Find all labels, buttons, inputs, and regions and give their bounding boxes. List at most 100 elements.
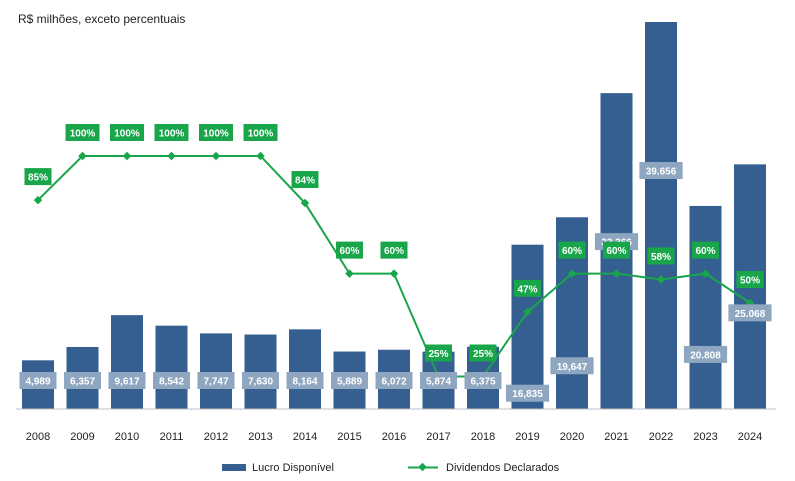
bar-label-2022: 39.656 bbox=[646, 167, 677, 178]
bar-2011 bbox=[155, 325, 188, 409]
bar-2010 bbox=[111, 315, 143, 409]
bar-label-2020: 19,647 bbox=[557, 362, 588, 373]
pct-label-box-2019 bbox=[514, 279, 541, 297]
bar-label-box-2013 bbox=[242, 372, 279, 389]
pct-label-box-2014 bbox=[291, 171, 319, 189]
legend-swatch-marker bbox=[418, 462, 427, 472]
pct-label-2016: 60% bbox=[384, 246, 404, 257]
percent-labels: 85% 100% 100% 100% 100% 100% 84% 60% 60% 25% 25% 47… bbox=[24, 124, 764, 362]
legend-label-bar: Lucro Disponível bbox=[252, 462, 334, 474]
pct-label-box-2015 bbox=[336, 241, 363, 259]
bar-label-2011: 8,542 bbox=[159, 377, 184, 388]
pct-label-2012: 100% bbox=[203, 129, 229, 140]
bar-label-box-2024 bbox=[728, 304, 772, 322]
dividend-marker-2020 bbox=[567, 269, 577, 278]
bar-label-box-2012 bbox=[197, 372, 235, 389]
dividend-marker-2015 bbox=[345, 269, 354, 278]
x-tick-2019: 2019 bbox=[515, 431, 539, 443]
x-tick-2023: 2023 bbox=[693, 431, 717, 443]
pct-label-2022: 58% bbox=[651, 252, 671, 263]
pct-label-box-2012 bbox=[199, 124, 233, 141]
x-tick-2022: 2022 bbox=[649, 431, 673, 443]
bar-label-box-2015 bbox=[331, 372, 368, 389]
dividend-marker-2013 bbox=[256, 151, 265, 161]
legend: Lucro Disponível Dividendos Declarados bbox=[222, 462, 560, 474]
pct-label-2014: 84% bbox=[295, 176, 315, 187]
x-axis-ticks: 2008 2009 2010 2011 2012 2013 2014 2015 2016 2017… bbox=[26, 431, 762, 443]
pct-label-box-2020 bbox=[558, 241, 586, 259]
legend-label-line: Dividendos Declarados bbox=[446, 462, 560, 474]
dividend-line bbox=[37, 155, 751, 378]
x-tick-2016: 2016 bbox=[382, 431, 406, 443]
bar-label-box-2010 bbox=[108, 372, 146, 389]
bar-2014 bbox=[289, 329, 321, 409]
bar-label-2017: 5,874 bbox=[426, 377, 451, 388]
bar-label-box-2017 bbox=[420, 372, 457, 389]
bar-2012 bbox=[200, 333, 232, 409]
x-tick-2015: 2015 bbox=[337, 431, 361, 443]
pct-label-2019: 47% bbox=[517, 284, 537, 295]
bar-label-2024: 25.068 bbox=[735, 309, 766, 320]
pct-label-2008: 85% bbox=[28, 173, 48, 184]
chart-subtitle: R$ milhões, exceto percentuais bbox=[18, 12, 186, 26]
x-tick-2008: 2008 bbox=[26, 431, 50, 443]
dividend-marker-2010 bbox=[122, 151, 132, 161]
bar-label-2023: 20.808 bbox=[690, 350, 721, 361]
x-tick-2017: 2017 bbox=[426, 431, 450, 443]
bar-label-2009: 6,357 bbox=[70, 377, 95, 388]
pct-label-box-2017 bbox=[425, 344, 452, 362]
x-tick-2018: 2018 bbox=[471, 431, 495, 443]
x-tick-2014: 2014 bbox=[293, 431, 317, 443]
pct-label-box-2016 bbox=[380, 241, 408, 259]
dividend-marker-2009 bbox=[78, 151, 87, 161]
pct-label-2024: 50% bbox=[740, 276, 760, 287]
bar-label-2008: 4,989 bbox=[25, 377, 50, 388]
x-tick-2021: 2021 bbox=[604, 431, 628, 443]
bar-label-2015: 5,889 bbox=[337, 377, 362, 388]
bar-label-box-2014 bbox=[286, 372, 324, 389]
bar-series bbox=[22, 22, 766, 409]
x-tick-2013: 2013 bbox=[248, 431, 272, 443]
dividend-marker-2023 bbox=[701, 269, 710, 278]
dividend-marker-2016 bbox=[389, 269, 399, 278]
x-tick-2012: 2012 bbox=[204, 431, 228, 443]
bar-2013 bbox=[244, 334, 277, 409]
bar-2023 bbox=[689, 205, 722, 409]
pct-label-box-2024 bbox=[736, 271, 764, 288]
pct-label-box-2011 bbox=[154, 124, 189, 141]
pct-label-2017: 25% bbox=[428, 349, 448, 360]
pct-label-2011: 100% bbox=[159, 129, 185, 140]
pct-label-box-2023 bbox=[692, 241, 719, 259]
bar-label-2016: 6,072 bbox=[381, 377, 406, 388]
pct-label-2018: 25% bbox=[473, 349, 493, 360]
pct-label-box-2008 bbox=[24, 168, 52, 186]
dividend-marker-2022 bbox=[656, 275, 666, 284]
bar-label-box-2011 bbox=[153, 372, 190, 389]
bar-label-2013: 7,630 bbox=[248, 377, 273, 388]
bar-label-box-2009 bbox=[64, 372, 101, 389]
bar-label-box-2022 bbox=[639, 162, 683, 179]
x-tick-2010: 2010 bbox=[115, 431, 139, 443]
pct-label-box-2010 bbox=[110, 124, 144, 141]
dividend-marker-2011 bbox=[167, 151, 176, 161]
x-tick-2011: 2011 bbox=[160, 431, 184, 443]
pct-label-box-2022 bbox=[647, 247, 675, 265]
bar-label-box-2016 bbox=[375, 372, 413, 389]
pct-label-box-2009 bbox=[65, 124, 100, 141]
pct-label-2010: 100% bbox=[114, 129, 140, 140]
bar-label-2018: 6,375 bbox=[470, 377, 495, 388]
x-tick-2020: 2020 bbox=[560, 431, 584, 443]
bar-label-box-2020 bbox=[550, 357, 594, 375]
dividend-marker-2012 bbox=[211, 151, 221, 161]
pct-label-2009: 100% bbox=[70, 129, 96, 140]
dividend-marker-2021 bbox=[612, 269, 621, 278]
x-tick-2009: 2009 bbox=[70, 431, 94, 443]
bar-label-box-2018 bbox=[464, 372, 502, 389]
dividend-marker-2014 bbox=[300, 198, 310, 208]
bar-2022 bbox=[645, 22, 677, 409]
bar-label-2010: 9,617 bbox=[114, 377, 139, 388]
pct-label-2020: 60% bbox=[562, 246, 582, 257]
dividend-marker-2019 bbox=[523, 307, 532, 317]
legend-swatch-bar bbox=[222, 464, 246, 471]
